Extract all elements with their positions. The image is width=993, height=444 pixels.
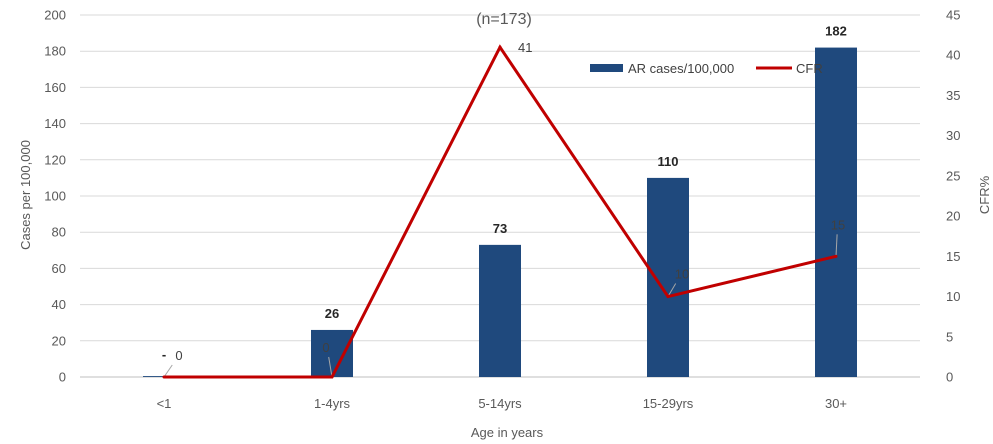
cfr-point xyxy=(834,254,838,258)
cfr-point xyxy=(498,45,502,49)
chart-title: (n=173) xyxy=(476,11,532,28)
x-tick-label: 30+ xyxy=(825,396,847,411)
legend-line-label: CFR xyxy=(796,61,823,76)
cfr-point xyxy=(330,375,334,379)
bar xyxy=(311,329,353,377)
y2-tick-label: 35 xyxy=(946,88,960,103)
cfr-label-leader xyxy=(328,356,333,378)
bar-series xyxy=(143,47,857,378)
cfr-value-label: 15 xyxy=(831,217,845,232)
cfr-value-label: 10 xyxy=(675,267,689,282)
x-axis: <1 1-4yrs 5-14yrs 15-29yrs 30+ xyxy=(157,396,847,411)
y2-tick-label: 5 xyxy=(946,329,953,344)
y-tick-label: 20 xyxy=(52,333,66,348)
y2-tick-label: 20 xyxy=(946,209,960,224)
label-leader-lines xyxy=(163,234,838,378)
left-axis: 0 20 40 60 80 100 120 140 160 180 200 xyxy=(44,8,66,385)
bar-value-label: 73 xyxy=(493,221,507,236)
legend: AR cases/100,000 CFR xyxy=(590,61,823,76)
y2-tick-label: 40 xyxy=(946,48,960,63)
y-tick-label: 160 xyxy=(44,80,66,95)
cfr-point xyxy=(162,375,166,379)
y2-tick-label: 30 xyxy=(946,128,960,143)
cfr-label-leader xyxy=(163,364,173,378)
cfr-value-label: 41 xyxy=(518,40,532,55)
y2-tick-label: 25 xyxy=(946,168,960,183)
y-tick-label: 0 xyxy=(59,370,66,385)
y-tick-label: 100 xyxy=(44,189,66,204)
bar-value-label: 110 xyxy=(658,154,679,169)
y2-tick-label: 10 xyxy=(946,289,960,304)
x-tick-label: 15-29yrs xyxy=(643,396,694,411)
x-tick-label: 5-14yrs xyxy=(478,396,522,411)
y2-tick-label: 15 xyxy=(946,249,960,264)
y-tick-label: 120 xyxy=(44,152,66,167)
bar-value-label: 26 xyxy=(325,306,339,321)
gridlines xyxy=(80,14,920,378)
y2-axis-title: CFR% xyxy=(977,175,992,214)
cfr-value-label: 0 xyxy=(175,348,182,363)
cfr-point xyxy=(666,295,670,299)
legend-bar-label: AR cases/100,000 xyxy=(628,61,734,76)
legend-bar-swatch xyxy=(590,64,623,72)
bar-value-label: 182 xyxy=(825,24,847,39)
y2-tick-label: 0 xyxy=(946,370,953,385)
y2-tick-label: 45 xyxy=(946,8,960,23)
bar xyxy=(479,244,521,377)
cfr-label-leader xyxy=(667,283,677,297)
right-axis: 0 5 10 15 20 25 30 35 40 45 xyxy=(946,8,960,385)
y-tick-label: 140 xyxy=(44,116,66,131)
bar xyxy=(815,47,857,378)
y-tick-label: 60 xyxy=(52,261,66,276)
data-labels: - 26 73 110 182 0 0 41 10 15 xyxy=(162,24,847,363)
y-axis-title: Cases per 100,000 xyxy=(18,140,33,250)
y-tick-label: 80 xyxy=(52,225,66,240)
y-tick-label: 200 xyxy=(44,8,66,23)
x-tick-label: <1 xyxy=(157,396,172,411)
y-tick-label: 180 xyxy=(44,44,66,59)
bar-value-label: - xyxy=(162,347,166,362)
y-tick-label: 40 xyxy=(52,297,66,312)
cfr-label-leader xyxy=(835,234,838,257)
x-axis-title: Age in years xyxy=(471,425,544,440)
x-tick-label: 1-4yrs xyxy=(314,396,351,411)
cfr-value-label: 0 xyxy=(322,340,329,355)
line-series xyxy=(162,44,838,379)
